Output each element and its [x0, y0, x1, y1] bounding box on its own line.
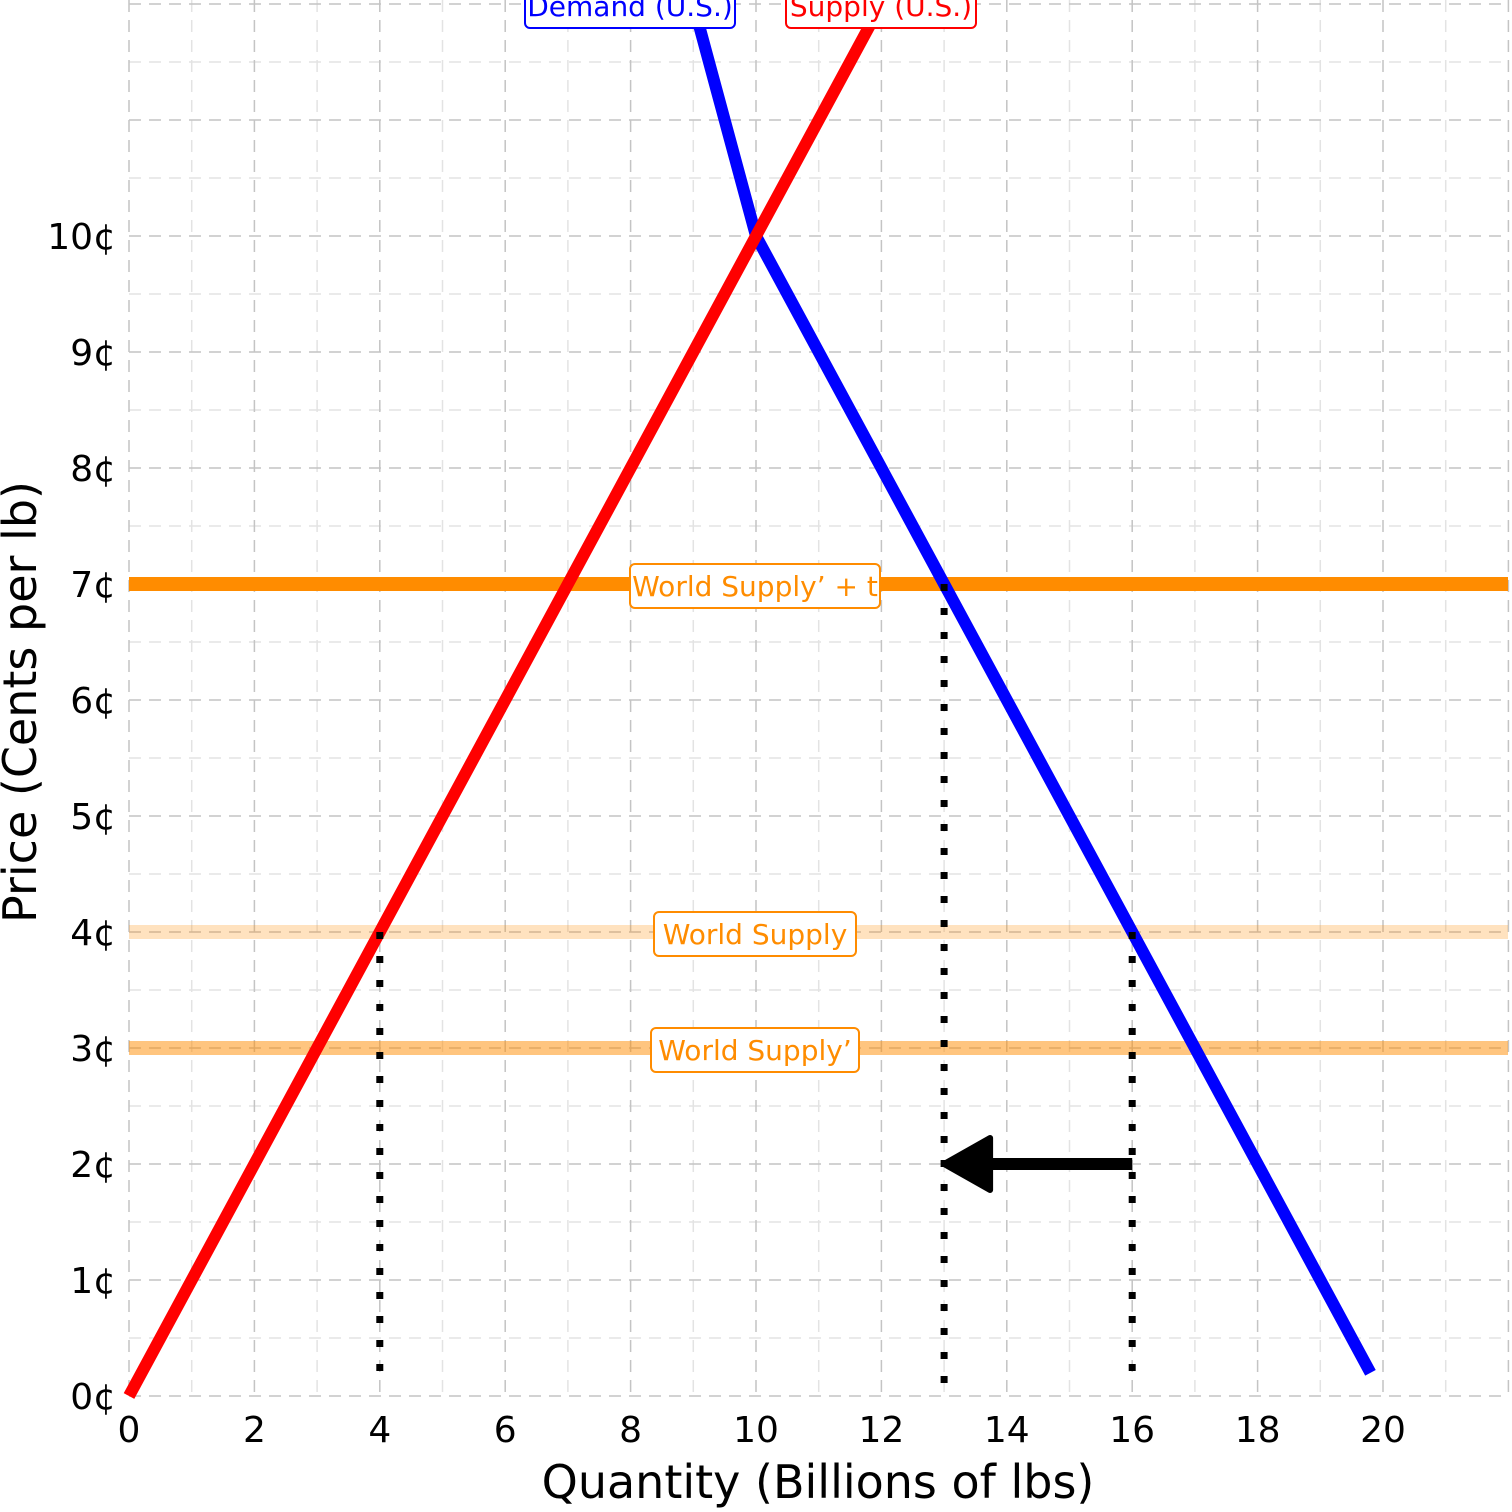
y-tick-labels: 0¢ 1¢ 2¢ 3¢ 4¢ 5¢ 6¢ 7¢ 8¢ 9¢ 10¢: [47, 217, 116, 1418]
y-tick-label: 4¢: [70, 913, 116, 954]
x-tick-label: 18: [1235, 1410, 1281, 1451]
world-supply-label-text: World Supply’: [658, 1034, 851, 1067]
y-tick-label: 6¢: [70, 681, 116, 722]
x-tick-label: 10: [733, 1410, 779, 1451]
world-supply-label: World Supply’: [650, 1027, 860, 1073]
supply-label-text: Supply (U.S.): [790, 0, 972, 23]
x-tick-label: 16: [1109, 1410, 1155, 1451]
world-supply-label-text: World Supply’ + t: [632, 570, 878, 603]
dotted-guides: [376, 584, 1136, 1388]
x-tick-label: 14: [984, 1410, 1030, 1451]
supply-label: Supply (U.S.): [785, 0, 977, 29]
curve-labels: Demand (U.S.) Supply (U.S.) World Supply’ …: [524, 0, 977, 1073]
world-supply-label-box: [650, 1027, 860, 1073]
y-tick-label: 2¢: [70, 1145, 116, 1186]
supply-label-box: [785, 0, 977, 29]
world-supply-label: World Supply: [653, 911, 857, 957]
demand-label-text: Demand (U.S.): [527, 0, 733, 23]
y-axis-title: Price (Cents per lb): [0, 481, 47, 923]
y-tick-label: 5¢: [70, 797, 116, 838]
curves: [123, 0, 1376, 1399]
world-supply-label-text: World Supply: [663, 918, 848, 951]
x-tick-label: 12: [858, 1410, 904, 1451]
y-tick-label: 7¢: [70, 565, 116, 606]
y-tick-label: 8¢: [70, 449, 116, 490]
y-tick-label: 0¢: [70, 1377, 116, 1418]
x-tick-labels: 0 2 4 6 8 10 12 14 16 18 20: [118, 1410, 1406, 1451]
grid-minor: [129, 0, 1508, 1396]
x-tick-label: 0: [118, 1410, 141, 1451]
world-supply-label-box: [629, 563, 881, 609]
arrow-head: [941, 1135, 994, 1193]
y-tick-label: 3¢: [70, 1029, 116, 1070]
x-axis-title: Quantity (Billions of lbs): [542, 1455, 1095, 1509]
x-tick-label: 6: [494, 1410, 517, 1451]
y-tick-label: 1¢: [70, 1261, 116, 1302]
x-tick-label: 8: [619, 1410, 642, 1451]
y-tick-label: 9¢: [70, 333, 116, 374]
demand-label-box: [524, 0, 736, 29]
world-supply-label: World Supply’ + t: [629, 563, 881, 609]
arrow: [941, 1135, 1133, 1193]
x-tick-label: 2: [243, 1410, 266, 1451]
x-tick-label: 4: [368, 1410, 391, 1451]
demand-label: Demand (U.S.): [524, 0, 736, 29]
supply-curve: [123, 1, 887, 1399]
x-tick-label: 20: [1360, 1410, 1406, 1451]
y-tick-label: 10¢: [47, 217, 116, 258]
world-supply-label-box: [653, 911, 857, 957]
